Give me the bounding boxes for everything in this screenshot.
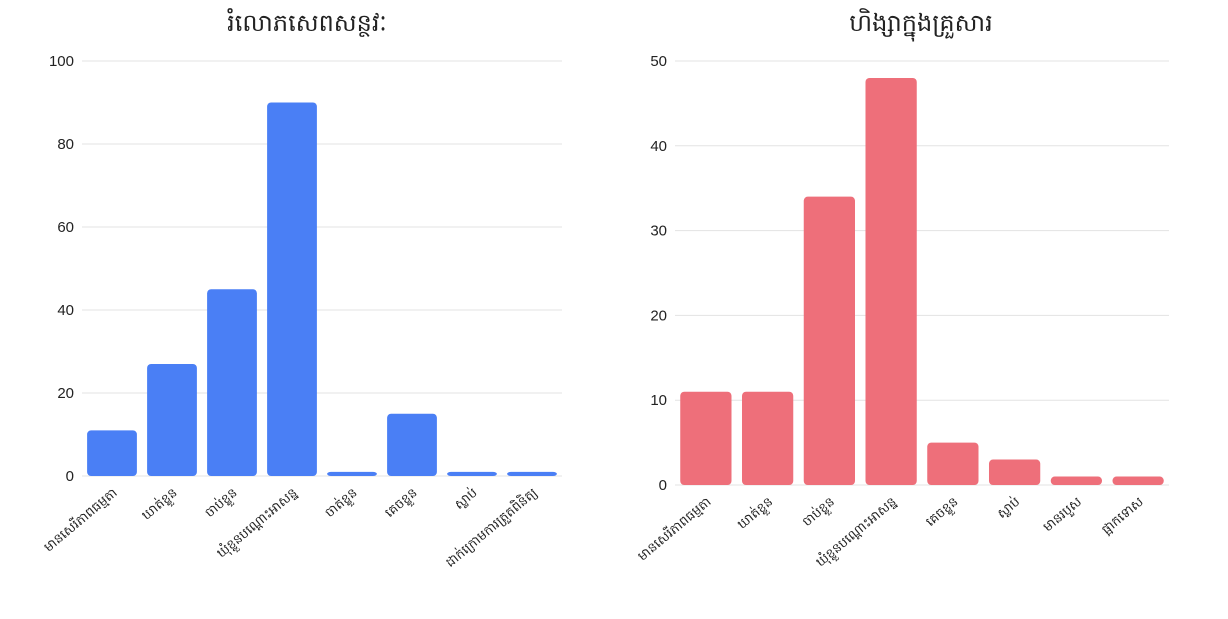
x-tick-label: មានរបួស bbox=[1041, 495, 1086, 536]
y-tick-label: 10 bbox=[650, 392, 667, 409]
chart-panel-left: រំលោភសេពសន្ថវៈ 0 20 40 60 80 100 មានសេរីភាពធម្… bbox=[40, 9, 562, 572]
y-tick-label: 20 bbox=[57, 385, 74, 402]
bar bbox=[327, 471, 377, 476]
chart-panel-right: ហិង្សាក្នុងគ្រួសារ 0 10 20 30 40 50 មានសេរីភាព… bbox=[614, 0, 1228, 619]
y-tick-label: 40 bbox=[57, 302, 74, 319]
x-tick-label: មានសេរីភាពធម្មតា bbox=[40, 484, 120, 555]
x-tick-label: ចាប់ខ្លួន bbox=[799, 493, 840, 531]
bar bbox=[803, 196, 856, 485]
bar bbox=[507, 471, 557, 476]
y-tick-label: 0 bbox=[66, 468, 74, 485]
y-tick-label: 80 bbox=[57, 136, 74, 153]
bar bbox=[267, 102, 317, 476]
y-tick-label: 60 bbox=[57, 219, 74, 236]
bar bbox=[988, 459, 1041, 485]
x-tick-label: ស្លាប់ bbox=[993, 493, 1023, 522]
bar-chart-left: 0 20 40 60 80 100 មានសេរីភាពធម្មតា ឃាត់ខ្លួន ចាប… bbox=[40, 53, 562, 572]
bar bbox=[927, 442, 979, 485]
x-tick-label: ឃាត់ខ្លួន bbox=[138, 484, 182, 525]
x-tick-label: មានសេរីភាពធម្មតា bbox=[634, 493, 714, 564]
bar bbox=[1112, 476, 1164, 485]
y-tick-label: 40 bbox=[650, 138, 667, 155]
bar bbox=[741, 391, 794, 485]
y-tick-label: 50 bbox=[650, 53, 667, 70]
y-tick-label: 0 bbox=[659, 477, 667, 494]
x-tick-label: ចាត់ខ្លួន bbox=[321, 484, 362, 522]
bar bbox=[207, 289, 257, 476]
chart-title: រំលោភសេពសន្ថវៈ bbox=[227, 9, 387, 37]
bar bbox=[447, 471, 497, 476]
bar bbox=[387, 413, 437, 476]
bar bbox=[865, 77, 917, 486]
x-tick-label: គេចខ្លួន bbox=[923, 495, 962, 532]
y-tick-label: 100 bbox=[49, 53, 74, 70]
x-tick-label: ចាប់ខ្លួន bbox=[201, 484, 242, 522]
y-tick-label: 20 bbox=[650, 307, 667, 324]
bar-chart-right: 0 10 20 30 40 50 មានសេរីភាពធម្មតា ឃាត់ខ្លួន ចាប់… bbox=[634, 53, 1169, 572]
x-tick-label: ឃាត់ខ្លួន bbox=[734, 493, 778, 534]
x-tick-label: គេចខ្លួន bbox=[382, 486, 421, 523]
y-tick-label: 30 bbox=[650, 223, 667, 240]
bar bbox=[680, 391, 732, 485]
bar bbox=[147, 363, 197, 476]
x-tick-label: ផ្អាកទោស bbox=[1099, 495, 1147, 538]
x-tick-label: ស្លាប់ bbox=[451, 484, 481, 513]
chart-title: ហិង្សាក្នុងគ្រួសារ bbox=[849, 9, 993, 37]
bar bbox=[87, 430, 137, 476]
bar bbox=[1050, 476, 1103, 485]
